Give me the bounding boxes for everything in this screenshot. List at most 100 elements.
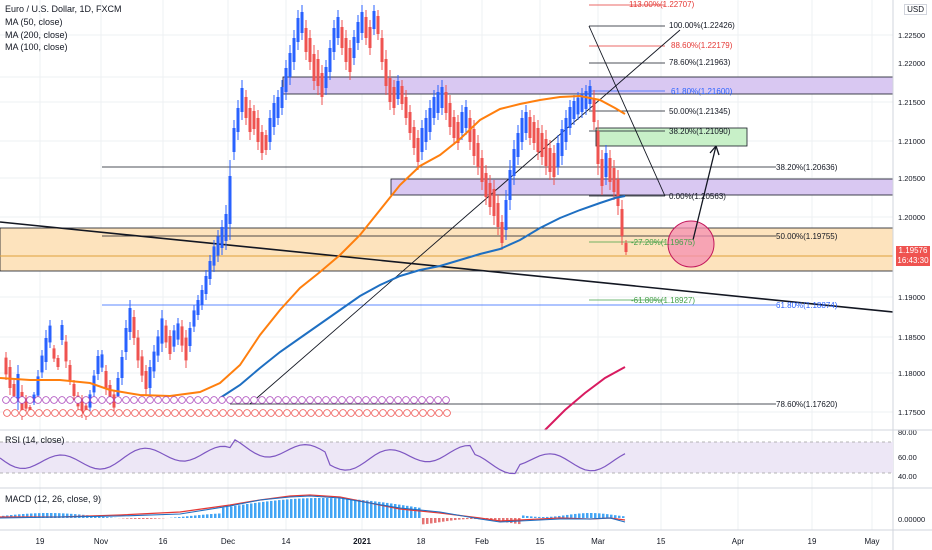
candle-body xyxy=(368,27,372,48)
macd-hist-bar xyxy=(126,518,129,519)
macd-hist-bar xyxy=(446,518,449,522)
candle-body xyxy=(220,227,224,248)
candle-body xyxy=(68,365,72,380)
candle-body xyxy=(228,176,232,224)
fib-diagonal[interactable] xyxy=(588,25,666,197)
event-marker-icon xyxy=(66,396,74,404)
macd-hist-bar xyxy=(190,515,193,518)
highlight-circle[interactable] xyxy=(667,220,715,268)
event-marker-icon xyxy=(354,396,362,404)
macd-hist-bar xyxy=(458,518,461,520)
macd-hist-bar xyxy=(70,513,73,518)
candle-body xyxy=(532,122,536,143)
event-marker-icon xyxy=(83,409,91,417)
event-marker-icon xyxy=(19,409,27,417)
fib-label-group: 113.00%(1.22707) 100.00%(1.22426) 88.60%(1… xyxy=(629,0,838,409)
candle-body xyxy=(40,355,44,373)
legend-ma200[interactable]: MA (200, close) xyxy=(5,30,68,40)
event-marker-icon xyxy=(67,409,75,417)
candle-body xyxy=(200,290,204,305)
time-tick-label: May xyxy=(864,537,879,546)
macd-hist-bar xyxy=(398,504,401,518)
fib-label: 0.00%(1.20563) xyxy=(669,192,726,201)
symbol-title[interactable]: Euro / U.S. Dollar, 1D, FXCM xyxy=(5,4,122,14)
event-marker-icon xyxy=(291,409,299,417)
event-marker-icon xyxy=(26,396,34,404)
macd-hist-bar xyxy=(614,515,617,518)
candle-body xyxy=(392,87,396,108)
candle-body xyxy=(560,129,564,156)
price-tick-label: 1.19000 xyxy=(898,293,925,302)
event-marker-icon xyxy=(155,409,163,417)
macd-hist-bar xyxy=(30,513,33,518)
candle-body xyxy=(620,209,624,236)
time-tick-label: 2021 xyxy=(353,537,371,546)
candle-body xyxy=(176,323,180,340)
candle-body xyxy=(624,243,628,252)
event-marker-icon xyxy=(434,396,442,404)
projection-arrow[interactable] xyxy=(692,145,717,241)
fib-label: 38.20%(1.20636) xyxy=(776,163,838,172)
fib-label: 50.00%(1.21345) xyxy=(669,107,731,116)
rsi-legend[interactable]: RSI (14, close) xyxy=(5,435,65,445)
event-marker-icon xyxy=(130,396,138,404)
macd-hist-bar xyxy=(554,516,557,518)
macd-hist-bar xyxy=(394,504,397,518)
fib-label: 113.00%(1.22707) xyxy=(629,0,695,9)
event-marker-icon xyxy=(218,396,226,404)
fib-levels[interactable] xyxy=(102,4,776,405)
event-marker-icon xyxy=(355,409,363,417)
price-scale[interactable]: 1.22500 1.22000 1.21500 1.21000 1.20500 1.200… xyxy=(892,0,932,550)
ma200-line xyxy=(544,366,626,431)
macd-hist-bar xyxy=(454,518,457,521)
macd-legend[interactable]: MACD (12, 26, close, 9) xyxy=(5,494,102,504)
macd-hist-bar xyxy=(582,513,585,518)
candle-body xyxy=(548,148,552,172)
macd-hist-bar xyxy=(310,498,313,518)
candle-body xyxy=(32,394,36,403)
legend-ma100[interactable]: MA (100, close) xyxy=(5,42,68,52)
macd-hist-bar xyxy=(566,514,569,518)
event-marker-icon xyxy=(371,409,379,417)
macd-hist-bar xyxy=(502,518,505,522)
candle-body xyxy=(304,28,308,52)
target-zone-green[interactable] xyxy=(595,127,748,147)
candle-body xyxy=(4,357,8,375)
rising-trendline[interactable] xyxy=(249,29,681,405)
event-marker-icon xyxy=(338,396,346,404)
macd-hist-bar xyxy=(94,515,97,518)
candle-body xyxy=(280,87,284,108)
candle-body xyxy=(252,111,256,129)
currency-label[interactable]: USD xyxy=(904,4,927,15)
candle-body xyxy=(432,97,436,118)
long-trendline[interactable] xyxy=(0,221,894,313)
resistance-zone-purple[interactable] xyxy=(282,76,894,95)
legend-ma50[interactable]: MA (50, close) xyxy=(5,17,63,27)
candle-body xyxy=(564,118,568,142)
event-marker-icon xyxy=(10,396,18,404)
event-marker-icon xyxy=(386,396,394,404)
macd-hist-bar xyxy=(590,513,593,518)
macd-hist-bar xyxy=(498,518,501,522)
fib-label: 78.60%(1.17620) xyxy=(776,400,838,409)
support-zone-purple[interactable] xyxy=(390,178,894,196)
event-marker-icon xyxy=(11,409,19,417)
macd-hist-bar xyxy=(358,499,361,518)
candle-body xyxy=(496,203,500,227)
candle-body xyxy=(264,135,268,150)
candle-body xyxy=(160,318,164,344)
event-marker-icon xyxy=(419,409,427,417)
macd-hist-bar xyxy=(150,518,153,519)
price-candles xyxy=(4,5,628,420)
candle-body xyxy=(428,108,432,132)
fib-label: -61.80%(1.18927) xyxy=(631,296,695,305)
candle-body xyxy=(88,394,92,408)
candle-body xyxy=(64,341,68,362)
macd-hist-bar xyxy=(374,501,377,518)
candle-body xyxy=(208,261,212,279)
macd-hist-bar xyxy=(542,517,545,518)
candle-body xyxy=(52,348,56,359)
macd-hist-bar xyxy=(58,513,61,518)
event-marker-icon xyxy=(187,409,195,417)
